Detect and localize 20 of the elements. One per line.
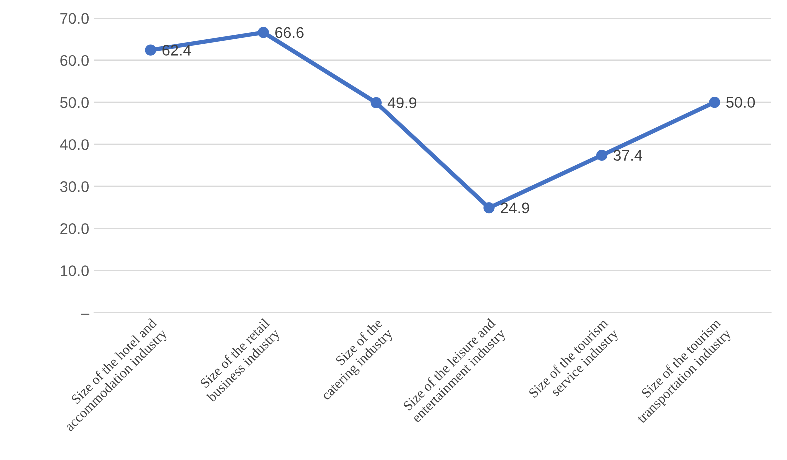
text: 37.4 bbox=[614, 150, 642, 161]
point bbox=[709, 96, 720, 108]
text: 49.9 bbox=[388, 98, 417, 108]
y-tick-label: 70.0 bbox=[60, 13, 89, 24]
y-tick-label: 60.0 bbox=[60, 55, 89, 66]
text: 24.9 bbox=[501, 202, 530, 214]
text: 50.0 bbox=[726, 97, 756, 108]
point bbox=[370, 97, 382, 108]
point bbox=[484, 202, 495, 214]
y-tick-label: – bbox=[81, 314, 90, 315]
y-tick-label: 20.0 bbox=[60, 224, 89, 234]
point bbox=[596, 150, 608, 162]
text: 66.6 bbox=[276, 27, 304, 38]
point bbox=[145, 44, 156, 56]
y-tick-label: 40.0 bbox=[60, 139, 89, 150]
y-tick-label: 50.0 bbox=[60, 97, 89, 108]
y-tick-label: 30.0 bbox=[60, 181, 89, 192]
point bbox=[258, 27, 270, 38]
y-tick-label: 10.0 bbox=[61, 266, 89, 276]
text: 62.4 bbox=[162, 45, 192, 56]
